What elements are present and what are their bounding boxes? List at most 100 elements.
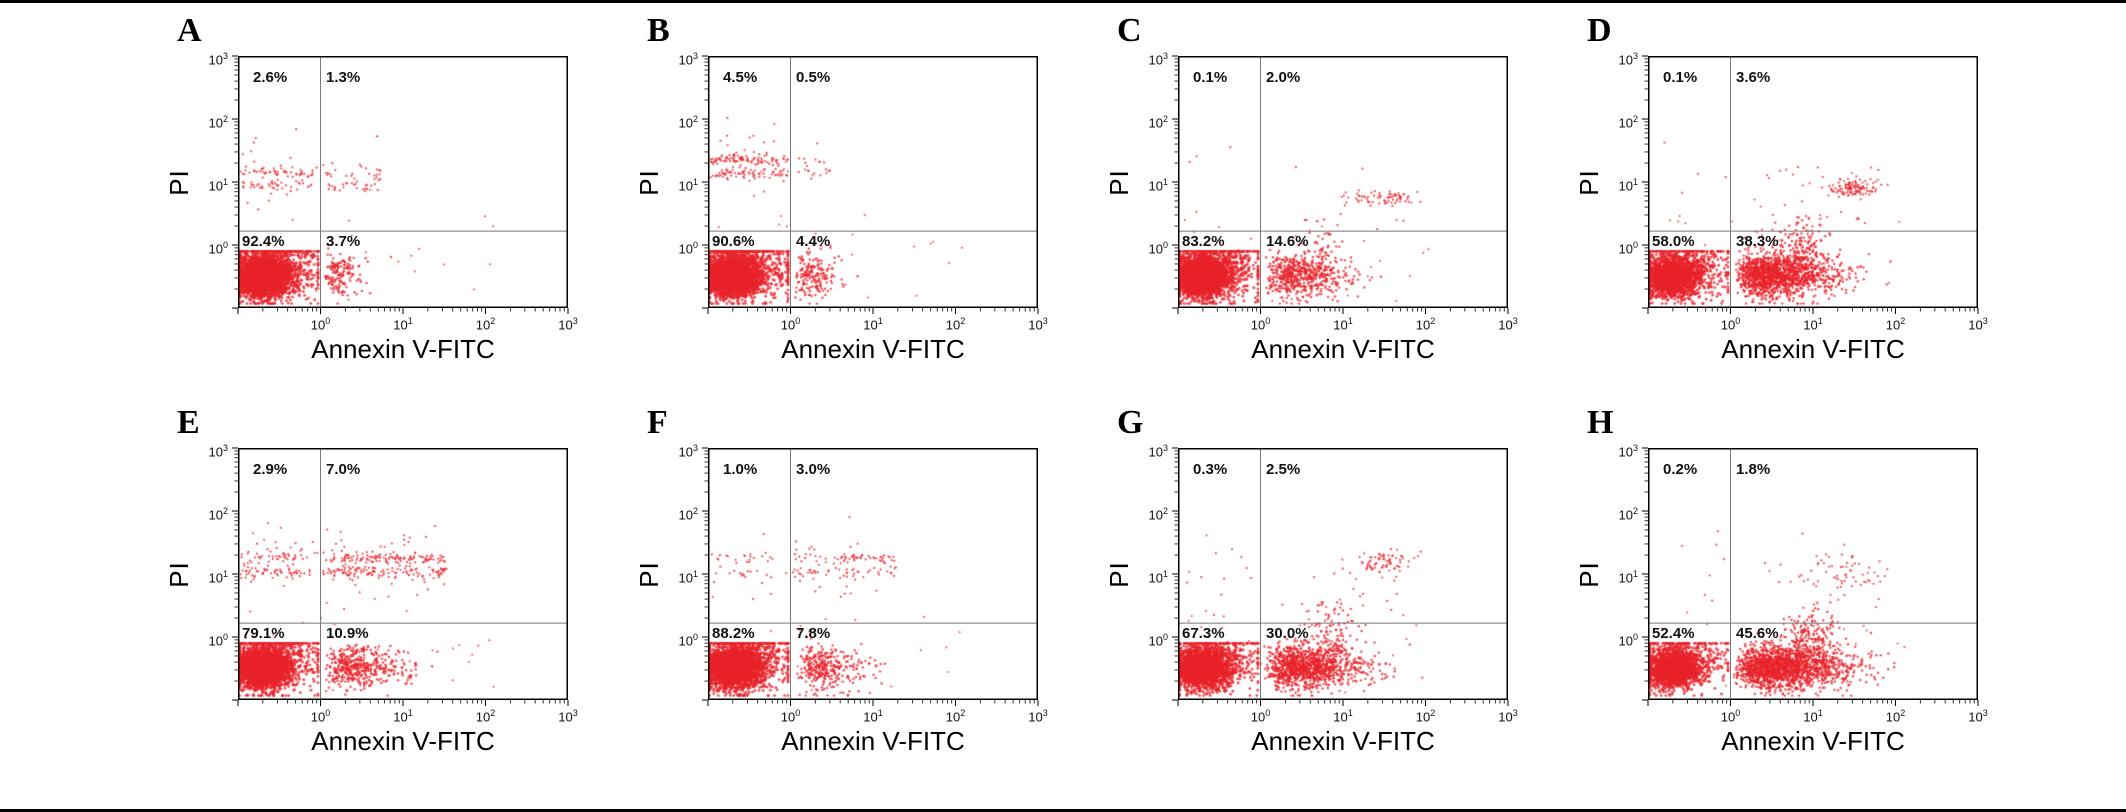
- y-tick-label: 100: [1618, 240, 1638, 257]
- panel-letter: F: [647, 404, 668, 441]
- y-axis-tick-labels: 100 101 102 103: [657, 51, 703, 308]
- y-tick-label: 103: [208, 443, 228, 460]
- y-tick-label: 103: [1148, 51, 1168, 68]
- figure-border-top: [0, 0, 2126, 3]
- x-tick-label: 102: [945, 316, 966, 333]
- flow-cytometry-panel: A PI 100 101 102 103 2.6% 1.3% 92.4% 3.7% 1…: [123, 12, 593, 404]
- plot-area: 0.1% 2.0% 83.2% 14.6%: [1172, 55, 1509, 314]
- quadrant-label-upper-right: 2.0%: [1266, 69, 1301, 86]
- x-tick-label: 100: [1720, 708, 1741, 725]
- x-tick-label: 100: [310, 316, 331, 333]
- x-axis-tick-labels: 100 101 102 103: [1648, 705, 1988, 725]
- y-axis-tick-labels: 100 101 102 103: [187, 443, 233, 700]
- y-axis-tick-labels: 100 101 102 103: [657, 443, 703, 700]
- quadrant-label-upper-left: 4.5%: [723, 69, 758, 86]
- quadrant-label-upper-left: 0.1%: [1663, 69, 1698, 86]
- quadrant-label-lower-left: 92.4%: [242, 233, 285, 250]
- plot-area: 2.9% 7.0% 79.1% 10.9%: [232, 447, 569, 706]
- y-tick-label: 101: [1618, 177, 1638, 194]
- quadrant-label-upper-left: 0.2%: [1663, 461, 1698, 478]
- x-axis-label: Annexin V-FITC: [1721, 334, 1905, 364]
- y-tick-label: 102: [1148, 506, 1168, 523]
- x-tick-label: 103: [558, 708, 578, 725]
- panel-letter: A: [177, 12, 202, 49]
- x-tick-label: 100: [1250, 316, 1271, 333]
- y-tick-label: 100: [1148, 240, 1168, 257]
- y-tick-label: 101: [1148, 177, 1168, 194]
- x-axis-tick-labels: 100 101 102 103: [238, 313, 578, 333]
- flow-cytometry-panel: F PI 100 101 102 103 1.0% 3.0% 88.2% 7.8% 1…: [593, 404, 1063, 796]
- x-axis-label: Annexin V-FITC: [781, 334, 965, 364]
- y-tick-label: 101: [208, 569, 228, 586]
- x-tick-label: 103: [1028, 708, 1048, 725]
- quadrant-label-upper-right: 2.5%: [1266, 461, 1301, 478]
- y-tick-label: 100: [678, 240, 698, 257]
- x-axis-tick-labels: 100 101 102 103: [708, 313, 1048, 333]
- plot-area: 0.2% 1.8% 52.4% 45.6%: [1642, 447, 1979, 706]
- plot-area: 4.5% 0.5% 90.6% 4.4%: [702, 55, 1039, 314]
- y-tick-label: 103: [678, 51, 698, 68]
- x-tick-label: 101: [863, 708, 883, 725]
- quadrant-label-lower-right: 30.0%: [1266, 625, 1309, 642]
- x-tick-label: 103: [558, 316, 578, 333]
- y-tick-label: 103: [1618, 51, 1638, 68]
- x-axis-label: Annexin V-FITC: [1251, 726, 1435, 756]
- quadrant-label-lower-left: 67.3%: [1182, 625, 1225, 642]
- x-tick-label: 102: [1885, 316, 1906, 333]
- flow-cytometry-panel: B PI 100 101 102 103 4.5% 0.5% 90.6% 4.4% 1…: [593, 12, 1063, 404]
- x-tick-label: 100: [1720, 316, 1741, 333]
- y-tick-label: 101: [678, 569, 698, 586]
- y-tick-label: 100: [208, 632, 228, 649]
- quadrant-label-lower-right: 14.6%: [1266, 233, 1309, 250]
- y-tick-label: 101: [1618, 569, 1638, 586]
- flow-cytometry-panel: G PI 100 101 102 103 0.3% 2.5% 67.3% 30.0% …: [1063, 404, 1533, 796]
- quadrant-label-lower-right: 38.3%: [1736, 233, 1779, 250]
- quadrant-label-upper-left: 0.1%: [1193, 69, 1228, 86]
- scatter-dots-canvas: [238, 56, 568, 308]
- x-tick-label: 101: [1333, 708, 1353, 725]
- y-tick-label: 100: [678, 632, 698, 649]
- x-tick-label: 102: [475, 316, 496, 333]
- x-tick-label: 100: [780, 316, 801, 333]
- x-tick-label: 103: [1968, 708, 1988, 725]
- x-axis-tick-labels: 100 101 102 103: [238, 705, 578, 725]
- x-axis-label: Annexin V-FITC: [311, 334, 495, 364]
- scatter-dots-canvas: [238, 448, 568, 700]
- x-tick-label: 100: [310, 708, 331, 725]
- scatter-dots-canvas: [1648, 448, 1978, 700]
- x-tick-label: 102: [1415, 316, 1436, 333]
- x-tick-label: 103: [1028, 316, 1048, 333]
- quadrant-label-lower-left: 90.6%: [712, 233, 755, 250]
- flow-cytometry-panel: H PI 100 101 102 103 0.2% 1.8% 52.4% 45.6% …: [1533, 404, 2003, 796]
- x-axis-label: Annexin V-FITC: [311, 726, 495, 756]
- y-tick-label: 100: [1618, 632, 1638, 649]
- scatter-dots-canvas: [1178, 448, 1508, 700]
- quadrant-label-upper-left: 2.6%: [253, 69, 288, 86]
- quadrant-label-lower-right: 45.6%: [1736, 625, 1779, 642]
- x-tick-label: 100: [780, 708, 801, 725]
- scatter-dots-canvas: [1178, 56, 1508, 308]
- x-tick-label: 102: [945, 708, 966, 725]
- y-tick-label: 101: [1148, 569, 1168, 586]
- quadrant-label-upper-right: 3.6%: [1736, 69, 1771, 86]
- x-axis-tick-labels: 100 101 102 103: [1648, 313, 1988, 333]
- quadrant-label-upper-right: 1.8%: [1736, 461, 1771, 478]
- quadrant-label-upper-right: 3.0%: [796, 461, 831, 478]
- x-tick-label: 101: [393, 708, 413, 725]
- y-axis-tick-labels: 100 101 102 103: [1597, 51, 1643, 308]
- y-tick-label: 101: [208, 177, 228, 194]
- y-tick-label: 102: [678, 114, 698, 131]
- x-axis-tick-labels: 100 101 102 103: [1178, 705, 1518, 725]
- plot-area: 0.3% 2.5% 67.3% 30.0%: [1172, 447, 1509, 706]
- flow-cytometry-panel: E PI 100 101 102 103 2.9% 7.0% 79.1% 10.9% …: [123, 404, 593, 796]
- x-tick-label: 101: [863, 316, 883, 333]
- x-tick-label: 102: [1885, 708, 1906, 725]
- x-tick-label: 101: [1803, 708, 1823, 725]
- panel-letter: H: [1587, 404, 1614, 441]
- panel-letter: G: [1117, 404, 1144, 441]
- figure-border-bottom: [0, 809, 2126, 812]
- y-tick-label: 102: [208, 114, 228, 131]
- quadrant-label-lower-left: 79.1%: [242, 625, 285, 642]
- x-axis-label: Annexin V-FITC: [781, 726, 965, 756]
- y-tick-label: 102: [208, 506, 228, 523]
